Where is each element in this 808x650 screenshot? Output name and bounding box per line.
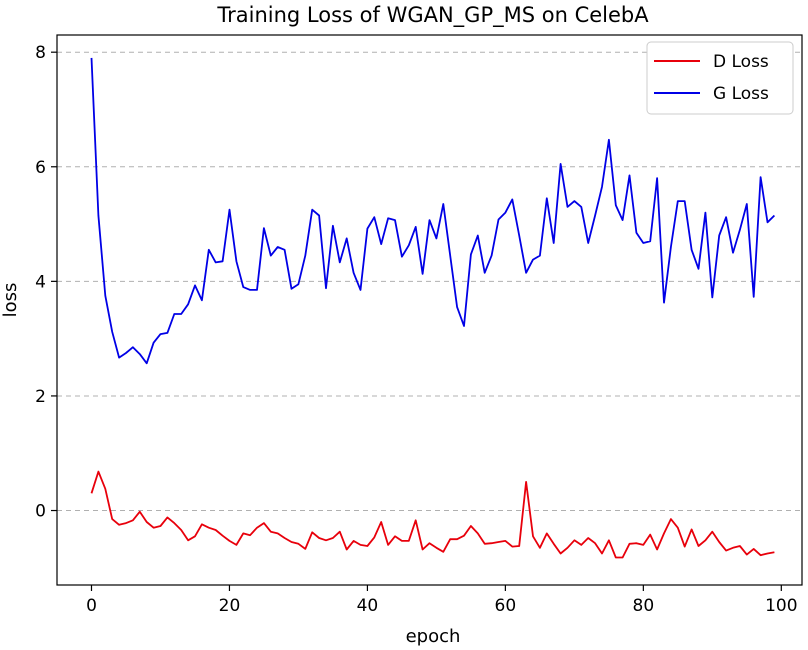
- x-tick-label-0: 0: [86, 596, 97, 616]
- y-tick-label-0: 0: [35, 502, 46, 522]
- y-tick-label-8: 8: [35, 43, 46, 63]
- legend-label-g-loss: G Loss: [713, 84, 769, 104]
- ticks: 0 20 40 60 80 100 0 2 4 6 8: [35, 43, 797, 616]
- series-line-d-loss: [90, 470, 775, 559]
- gridlines: [57, 51, 802, 512]
- x-axis-label: epoch: [406, 626, 461, 647]
- x-tick-label-20: 20: [219, 596, 241, 616]
- y-tick-label-2: 2: [35, 387, 46, 407]
- x-tick-label-80: 80: [633, 596, 655, 616]
- x-tick-label-100: 100: [765, 596, 797, 616]
- axes: [56, 34, 803, 586]
- series-lines: [90, 57, 776, 559]
- chart-title: Training Loss of WGAN_GP_MS on CelebA: [216, 3, 649, 28]
- legend: D Loss G Loss: [646, 41, 794, 115]
- x-tick-label-40: 40: [357, 596, 379, 616]
- series-line-g-loss: [90, 57, 776, 365]
- plot-frame: [56, 34, 803, 586]
- y-tick-label-4: 4: [35, 272, 46, 292]
- legend-label-d-loss: D Loss: [713, 52, 769, 72]
- y-tick-label-6: 6: [35, 158, 46, 178]
- y-axis-label: loss: [0, 283, 21, 318]
- x-tick-label-60: 60: [495, 596, 517, 616]
